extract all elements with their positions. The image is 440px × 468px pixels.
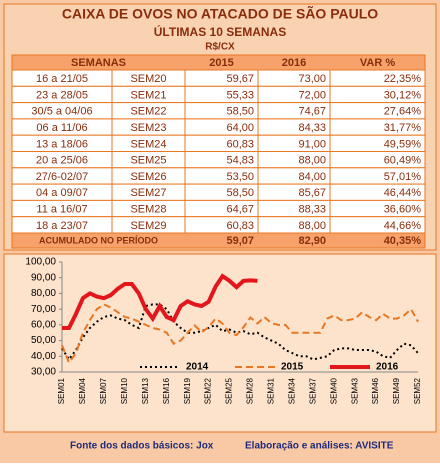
x-tick-label: SEM43	[350, 377, 359, 404]
table-cell-text: 13 a 18/06	[36, 138, 88, 150]
table-cell-text: 27,64%	[384, 106, 422, 118]
x-tick-label: SEM28	[246, 377, 255, 404]
table-cell-text: 04 a 09/07	[36, 187, 88, 199]
x-tick-label: SEM31	[267, 377, 276, 404]
x-tick-label: SEM19	[183, 377, 192, 404]
table-cell-text: SEM26	[130, 171, 166, 183]
x-tick-label: SEM01	[57, 377, 66, 404]
y-tick-label: 60,00	[31, 319, 56, 330]
legend-label: 2016	[376, 362, 399, 373]
table-cell-text: 59,67	[226, 73, 254, 85]
table-cell-text: SEM20	[130, 73, 166, 85]
x-tick-label: SEM40	[329, 377, 338, 404]
x-tick-label: SEM22	[204, 377, 213, 404]
table-cell-text: 88,00	[298, 155, 326, 167]
table-title: CAIXA DE OVOS NO ATACADO DE SÃO PAULO	[62, 5, 378, 22]
table-cell-text: 22,35%	[384, 73, 422, 85]
legend-label: 2014	[186, 362, 209, 373]
table-cell-text: 11 a 16/07	[36, 203, 87, 215]
table-cell-text: 85,67	[298, 187, 326, 199]
y-tick-label: 90,00	[31, 272, 56, 283]
table-cell-text: 55,33	[226, 89, 254, 101]
x-tick-label: SEM52	[413, 377, 422, 404]
x-tick-label: SEM16	[162, 377, 171, 404]
y-tick-label: 80,00	[31, 288, 56, 299]
column-header: 2015	[209, 57, 233, 69]
table-cell-text: 36,60%	[384, 203, 422, 215]
y-tick-label: 40,00	[31, 351, 56, 362]
table-cell-text: 20 a 25/06	[36, 155, 88, 167]
y-tick-label: 50,00	[31, 335, 56, 346]
table-cell-text: 64,67	[226, 203, 254, 215]
series-line	[62, 273, 258, 330]
table-cell-text: 58,50	[226, 106, 254, 118]
table-cell-text: 64,00	[226, 122, 254, 134]
table-cell-text: 53,50	[226, 171, 254, 183]
column-header: VAR %	[360, 57, 395, 69]
x-tick-label: SEM25	[225, 377, 234, 404]
y-tick-label: 70,00	[31, 304, 56, 315]
table-cell-text: 54,83	[226, 155, 254, 167]
table-cell-text: SEM28	[130, 203, 166, 215]
column-header: SEMANAS	[71, 57, 126, 69]
total-cell: 59,07	[226, 235, 254, 247]
column-header: 2016	[282, 57, 306, 69]
table-cell-text: SEM22	[130, 106, 166, 118]
chart-panel	[3, 253, 437, 433]
series-line	[61, 303, 419, 362]
table-cell-text: 27/6-02/07	[36, 171, 89, 183]
footer-source: Fonte dos dados básicos: Jox	[70, 441, 214, 452]
table-cell-text: SEM25	[130, 155, 166, 167]
table-cell-text: 88,00	[298, 220, 326, 232]
table-cell-text: 60,49%	[384, 155, 422, 167]
table-cell-text: 57,01%	[384, 171, 422, 183]
table-cell-text: 44,66%	[384, 220, 422, 232]
table-cell-text: SEM27	[130, 187, 166, 199]
table-cell-text: 88,33	[298, 203, 326, 215]
table-unit: R$/CX	[205, 42, 235, 53]
x-tick-label: SEM34	[287, 377, 296, 404]
series-line	[61, 303, 419, 365]
y-tick-label: 30,00	[31, 367, 56, 378]
table-cell-text: 60,83	[226, 220, 254, 232]
table-subtitle: ÚLTIMAS 10 SEMANAS	[154, 24, 286, 39]
table-cell-text: 06 a 11/06	[36, 122, 87, 134]
table-cell-text: SEM29	[130, 220, 166, 232]
table-cell-text: 58,50	[226, 187, 254, 199]
table-cell-text: 46,44%	[384, 187, 422, 199]
total-cell: 40,35%	[384, 235, 422, 247]
table-cell-text: 49,59%	[384, 138, 422, 150]
table-cell-text: 60,83	[226, 138, 254, 150]
total-cell: 82,90	[298, 235, 326, 247]
table-cell-text: SEM24	[130, 138, 166, 150]
table-cell-text: 84,33	[298, 122, 326, 134]
y-tick-label: 100,00	[25, 257, 56, 268]
table-cell-text: 74,67	[298, 106, 326, 118]
legend-label: 2015	[281, 362, 304, 373]
table-cell-text: 30,12%	[384, 89, 422, 101]
x-tick-label: SEM37	[308, 377, 317, 404]
footer-credit: Elaboração e análises: AVISITE	[245, 441, 394, 452]
table-cell-text: 30/5 a 04/06	[31, 106, 92, 118]
x-tick-label: SEM07	[99, 377, 108, 404]
total-cell: ACUMULADO NO PERÍODO	[39, 235, 158, 245]
table-cell-text: SEM23	[130, 122, 166, 134]
table-cell-text: 31,77%	[384, 122, 422, 134]
x-tick-label: SEM10	[120, 377, 129, 404]
table-cell-text: 72,00	[298, 89, 326, 101]
table-cell-text: 73,00	[298, 73, 326, 85]
x-tick-label: SEM46	[371, 377, 380, 404]
table-cell-text: 91,00	[298, 138, 326, 150]
table-cell-text: SEM21	[130, 89, 166, 101]
x-tick-label: SEM04	[78, 377, 87, 404]
table-cell-text: 84,00	[298, 171, 326, 183]
x-tick-label: SEM13	[141, 377, 150, 404]
table-cell-text: 23 a 28/05	[36, 89, 88, 101]
total-row	[11, 232, 426, 249]
table-cell-text: 16 a 21/05	[36, 73, 88, 85]
table-cell-text: 18 a 23/07	[36, 220, 88, 232]
x-tick-label: SEM49	[392, 377, 401, 404]
